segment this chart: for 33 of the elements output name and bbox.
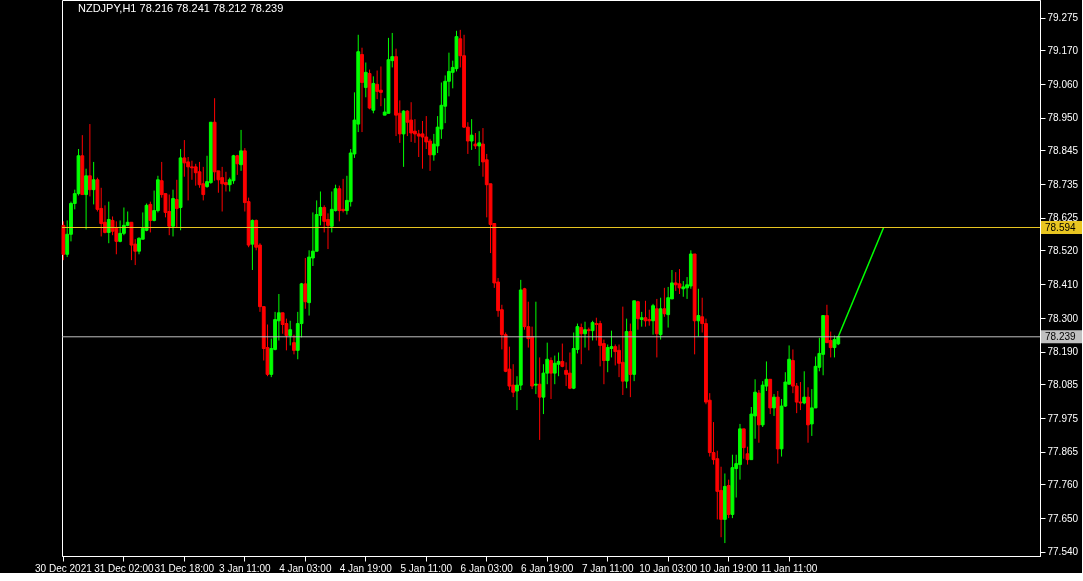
x-tick-label: 4 Jan 03:00 — [279, 562, 332, 574]
ref-line-label: 78.594 — [1045, 221, 1077, 233]
chart-title: NZDJPY,H1 78.216 78.241 78.212 78.239 — [78, 2, 284, 14]
y-tick-label: 77.865 — [1047, 446, 1079, 458]
x-tick-label: 5 Jan 11:00 — [400, 562, 453, 574]
y-tick-label: 79.170 — [1047, 44, 1079, 56]
y-tick-label: 79.060 — [1047, 78, 1079, 90]
y-tick-label: 78.300 — [1047, 312, 1079, 324]
x-tick-label: 7 Jan 11:00 — [581, 562, 634, 574]
x-tick-label: 6 Jan 19:00 — [521, 562, 574, 574]
y-tick-label: 77.760 — [1047, 478, 1079, 490]
y-tick-label: 77.650 — [1047, 512, 1079, 524]
y-tick-label: 78.190 — [1047, 346, 1079, 358]
y-tick-label: 78.845 — [1047, 144, 1079, 156]
y-tick-label: 78.085 — [1047, 378, 1079, 390]
y-tick-label: 78.520 — [1047, 244, 1079, 256]
y-tick-label: 78.735 — [1047, 178, 1079, 190]
y-tick-label: 78.410 — [1047, 278, 1079, 290]
y-tick-label: 77.975 — [1047, 412, 1079, 424]
x-tick-label: 6 Jan 03:00 — [460, 562, 514, 574]
y-tick-label: 78.625 — [1047, 212, 1079, 224]
x-tick-label: 30 Dec 2021 — [35, 562, 93, 574]
y-tick-label: 78.950 — [1047, 112, 1079, 124]
x-tick-label: 31 Dec 18:00 — [154, 562, 215, 574]
x-tick-label: 10 Jan 19:00 — [699, 562, 758, 574]
x-tick-label: 31 Dec 02:00 — [94, 562, 155, 574]
y-tick-label: 77.540 — [1047, 546, 1079, 558]
x-tick-label: 11 Jan 11:00 — [760, 562, 818, 574]
x-tick-label: 10 Jan 03:00 — [639, 562, 698, 574]
x-tick-label: 4 Jan 19:00 — [339, 562, 393, 574]
x-tick-label: 3 Jan 11:00 — [219, 562, 272, 574]
y-tick-label: 79.275 — [1047, 12, 1079, 24]
ref-line-label: 78.239 — [1045, 330, 1077, 342]
